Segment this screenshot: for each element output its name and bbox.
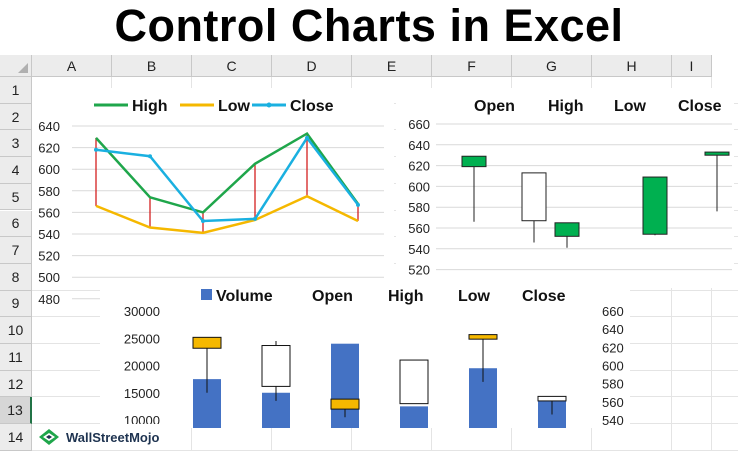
y-tick-label: 500 [38,270,60,285]
row-header-12[interactable]: 12 [0,370,32,398]
row-header-1[interactable]: 1 [0,77,32,104]
volume-open-high-low-close-chart[interactable]: 3000025000200001500010000660640620600580… [100,278,630,428]
chart-background [32,88,394,288]
legend-label: High [388,288,424,305]
candle-up [192,336,222,349]
column-header-b[interactable]: B [112,55,192,77]
row-header-7[interactable]: 7 [0,237,32,264]
legend-label: Close [678,98,722,115]
legend-label: Low [614,98,647,115]
column-header-e[interactable]: E [352,55,432,77]
y-tick-label-right: 640 [602,322,624,337]
close-point [253,216,257,221]
legend-label: Low [458,288,491,305]
candle-up [642,176,668,235]
row-header-5[interactable]: 5 [0,183,32,211]
row-header-14[interactable]: 14 [0,424,32,451]
row-header-10[interactable]: 10 [0,317,32,344]
y-tick-label-left: 25000 [124,331,160,346]
candle-up [468,334,498,340]
candle-down [537,395,567,402]
high-low-close-chart[interactable]: 640 620 600 580 560 540 520 500 480 High Low Close [32,88,394,307]
close-point [356,202,360,207]
y-tick-label: 660 [408,117,430,132]
y-tick-label: 540 [38,227,60,242]
series-line-close [95,135,359,223]
legend-label: Open [474,98,515,115]
y-tick-label-right: 580 [602,377,624,392]
series-line-low [95,194,359,235]
candle-down [399,359,429,405]
legend-label: Volume [216,288,273,305]
candle-up [554,222,580,237]
open-high-low-close-chart[interactable]: 660 640 620 600 580 560 540 520 Open High Low Close [396,88,734,288]
y-tick-label: 540 [408,242,430,257]
select-all-corner[interactable] [0,55,32,77]
close-point [94,147,98,152]
legend-swatch-volume [201,289,212,300]
row-header-9[interactable]: 9 [0,290,32,318]
y-tick-label: 580 [408,200,430,215]
logo-text: WallStreetMojo [66,429,160,445]
column-header-d[interactable]: D [272,55,352,77]
column-header-f[interactable]: F [432,55,512,77]
wallstreetmojo-logo-icon [39,429,59,445]
candle-up [704,151,730,156]
y-tick-label-right: 560 [602,395,624,410]
y-tick-label: 560 [408,221,430,236]
column-header-g[interactable]: G [512,55,592,77]
page-title: Control Charts in Excel [114,0,624,51]
row-header-6[interactable]: 6 [0,210,32,238]
column-header-c[interactable]: C [192,55,272,77]
legend-marker [266,102,272,108]
legend-label: High [132,98,168,115]
close-point [305,135,309,140]
volume-bar [400,406,428,428]
row-header-13[interactable]: 13 [0,397,32,425]
y-tick-label-right: 660 [602,304,624,319]
y-tick-label: 620 [38,141,60,156]
legend-label: Open [312,288,353,305]
candle-down [521,172,547,222]
y-tick-label: 520 [408,263,430,278]
y-tick-label: 580 [38,184,60,199]
close-point [148,154,152,159]
y-tick-label: 640 [408,138,430,153]
column-header-a[interactable]: A [32,55,112,77]
y-tick-label-left: 15000 [124,386,160,401]
y-tick-label: 520 [38,249,60,264]
y-tick-label-left: 30000 [124,304,160,319]
y-tick-label-right: 600 [602,359,624,374]
y-tick-label-left: 20000 [124,359,160,374]
legend-label: High [548,98,584,115]
candle-down [261,345,291,387]
row-header-2[interactable]: 2 [0,103,32,131]
legend-label: Close [290,98,334,115]
y-tick-label: 620 [408,159,430,174]
series-line-high [95,131,360,214]
column-header-i[interactable]: I [672,55,712,77]
close-point [201,219,205,224]
wallstreetmojo-logo: WallStreetMojo [34,424,166,450]
row-header-11[interactable]: 11 [0,344,32,371]
y-tick-label-right: 620 [602,340,624,355]
y-tick-label: 600 [38,162,60,177]
y-tick-label: 600 [408,179,430,194]
chart-background [396,88,734,288]
column-header-h[interactable]: H [592,55,672,77]
y-tick-label-right: 540 [602,413,624,428]
candle-up [330,398,360,410]
legend-label: Low [218,98,251,115]
row-header-4[interactable]: 4 [0,157,32,184]
y-tick-label: 480 [38,292,60,307]
select-all-triangle [18,63,28,73]
candle-up [461,155,487,168]
row-header-3[interactable]: 3 [0,130,32,158]
y-tick-label: 640 [38,119,60,134]
y-tick-label: 560 [38,205,60,220]
legend-label: Close [522,288,566,305]
row-header-8[interactable]: 8 [0,263,32,291]
